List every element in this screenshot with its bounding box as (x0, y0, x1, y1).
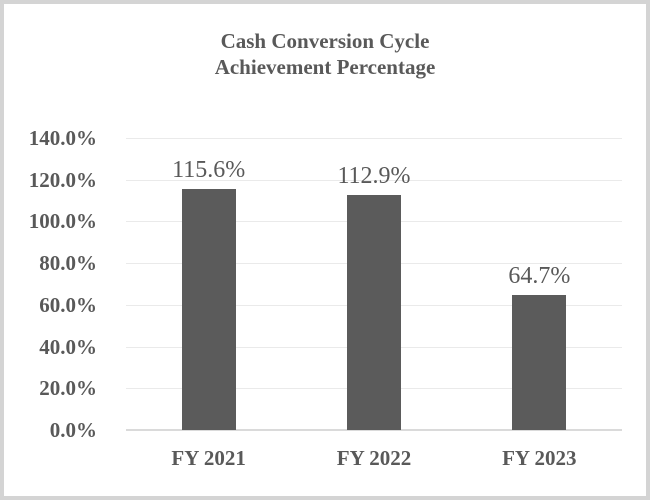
gridline (126, 179, 622, 181)
x-axis-tick-label: FY 2023 (502, 446, 577, 470)
bar-value-label: 112.9% (337, 162, 411, 189)
y-axis-tick-label: 100.0% (28, 209, 97, 234)
y-axis-tick-label: 20.0% (39, 376, 97, 401)
bar-value-label: 115.6% (172, 156, 246, 183)
x-axis-tick-label: FY 2022 (336, 446, 412, 470)
chart-title-line-2: Achievement Percentage (214, 55, 436, 79)
x-axis-line (126, 429, 622, 431)
chart-title: Cash Conversion Cycle Achievement Percen… (0, 28, 650, 80)
y-axis-tick-label: 40.0% (39, 334, 97, 359)
y-axis-tick-label: 80.0% (39, 251, 97, 276)
x-axis-tick-label: FY 2021 (171, 446, 246, 470)
bar-fy-2023 (512, 295, 567, 430)
y-axis-tick-label: 0.0% (49, 418, 97, 442)
y-axis-tick-label: 60.0% (39, 292, 97, 317)
gridline (126, 138, 622, 139)
bar-fy-2021 (181, 188, 236, 430)
y-axis-tick-label: 120.0% (28, 167, 97, 192)
chart-title-line-1: Cash Conversion Cycle (220, 29, 430, 53)
y-axis-tick-label: 140.0% (28, 126, 97, 150)
bar-fy-2022 (347, 194, 401, 430)
bar-value-label: 64.7% (508, 263, 571, 290)
